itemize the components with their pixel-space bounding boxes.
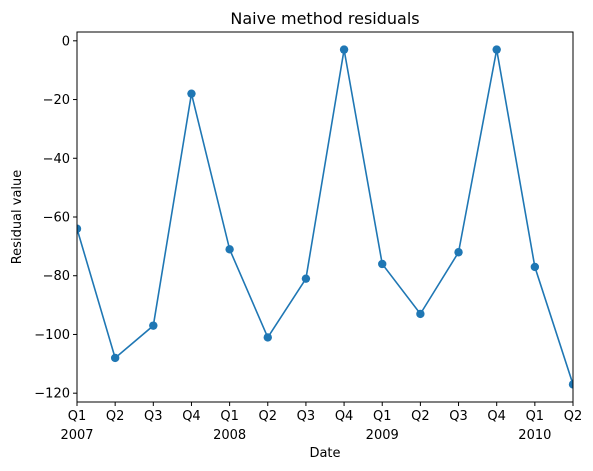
x-tick-label-quarter: Q4 xyxy=(487,409,506,424)
series-line xyxy=(77,49,573,385)
data-point xyxy=(378,259,387,269)
plot-area xyxy=(77,45,573,389)
x-tick-label-quarter: Q4 xyxy=(182,409,201,424)
x-tick-label-year: 2008 xyxy=(213,428,246,443)
x-tick-label-quarter: Q2 xyxy=(564,409,583,424)
y-tick-label: −100 xyxy=(34,328,70,343)
y-tick-label: −20 xyxy=(43,93,70,108)
data-point xyxy=(339,45,349,54)
x-tick-label-quarter: Q2 xyxy=(106,409,125,424)
x-tick-label-quarter: Q1 xyxy=(526,409,545,424)
x-tick-label-quarter: Q1 xyxy=(68,409,87,424)
x-tick-label-quarter: Q3 xyxy=(297,409,316,424)
x-tick-label-year: 2007 xyxy=(60,428,93,443)
x-tick-label-year: 2009 xyxy=(366,428,399,443)
data-point xyxy=(225,245,234,254)
data-point xyxy=(110,353,120,363)
x-tick-label-quarter: Q3 xyxy=(449,409,468,424)
y-axis: 0 −20 −40 −60 −80 −100 −120 xyxy=(34,34,77,402)
y-tick-label: −80 xyxy=(43,269,70,284)
x-tick-label-year: 2010 xyxy=(518,428,551,443)
x-axis-label: Date xyxy=(309,446,340,461)
data-point xyxy=(301,274,311,283)
x-tick-label-quarter: Q4 xyxy=(335,409,354,424)
x-axis: Q1 2007 Q2 Q3 Q4 Q1 2008 Q2 Q3 Q4 Q1 2009 Q2 Q3 Q4 Q1 20… xyxy=(60,402,582,443)
y-tick-label: −120 xyxy=(34,387,70,402)
chart-title: Naive method residuals xyxy=(230,9,419,28)
y-tick-label: −60 xyxy=(43,211,70,226)
x-tick-label-quarter: Q3 xyxy=(144,409,163,424)
data-point xyxy=(454,248,463,257)
data-point xyxy=(416,309,425,319)
data-point xyxy=(263,333,272,342)
data-point xyxy=(530,262,540,272)
axes-frame xyxy=(76,31,574,403)
data-point xyxy=(492,45,501,54)
data-point xyxy=(77,224,82,233)
x-tick-label-quarter: Q2 xyxy=(259,409,278,424)
data-point xyxy=(149,321,158,330)
data-point xyxy=(568,380,573,389)
data-point xyxy=(187,89,196,98)
y-axis-label: Residual value xyxy=(10,170,25,265)
x-tick-label-quarter: Q1 xyxy=(373,409,392,424)
x-tick-label-quarter: Q2 xyxy=(411,409,430,424)
y-tick-label: −40 xyxy=(43,152,70,167)
y-tick-label: 0 xyxy=(62,34,70,49)
series-group xyxy=(77,45,573,389)
x-tick-label-quarter: Q1 xyxy=(220,409,239,424)
